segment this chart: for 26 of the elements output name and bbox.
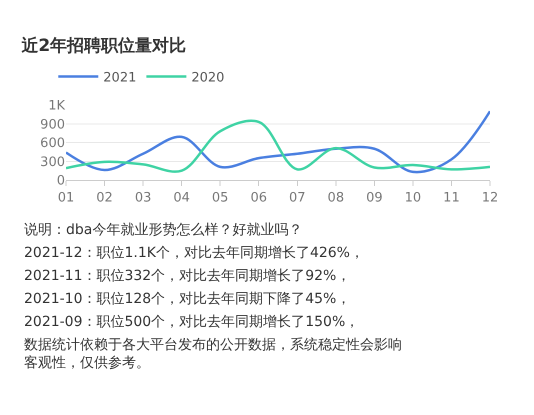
x-tick-label: 10 bbox=[404, 190, 422, 206]
x-tick-label: 11 bbox=[443, 190, 460, 206]
x-tick-label: 07 bbox=[288, 190, 306, 206]
x-tick-label: 08 bbox=[328, 190, 344, 206]
legend-label: 2020 bbox=[191, 70, 224, 86]
x-tick-label: 04 bbox=[173, 190, 190, 206]
y-tick-label: 0 bbox=[56, 174, 65, 189]
chart-title: 近2年招聘职位量对比 bbox=[20, 36, 186, 56]
text: 2021-12：职位1.1K个，对比去年同期增长了426%， bbox=[24, 245, 364, 261]
x-tick-label: 09 bbox=[366, 190, 383, 206]
legend-label: 2021 bbox=[103, 70, 136, 86]
y-tick-label: 600 bbox=[40, 136, 65, 152]
text: 2021-10：职位128个，对比去年同期下降了45%， bbox=[24, 291, 350, 307]
x-tick-label: 05 bbox=[212, 190, 228, 206]
x-tick-label: 02 bbox=[96, 190, 113, 206]
text: 说明：dba今年就业形势怎么样？好就业吗？ bbox=[24, 222, 302, 238]
x-tick-label: 01 bbox=[58, 190, 74, 206]
text: 2021-09：职位500个，对比去年同期增长了150%， bbox=[24, 314, 360, 330]
x-tick-label: 12 bbox=[482, 190, 498, 206]
x-tick-label: 03 bbox=[134, 190, 152, 206]
y-tick-label: 900 bbox=[40, 117, 65, 132]
y-tick-label: 1K bbox=[48, 98, 66, 114]
y-tick-label: 300 bbox=[40, 154, 65, 170]
text: 2021-11：职位332个，对比去年同期增长了92%， bbox=[24, 268, 350, 284]
x-tick-label: 06 bbox=[250, 190, 268, 206]
text: 数据统计依赖于各大平台发布的公开数据，系统稳定性会影响客观性，仅供参考。 bbox=[24, 337, 402, 372]
